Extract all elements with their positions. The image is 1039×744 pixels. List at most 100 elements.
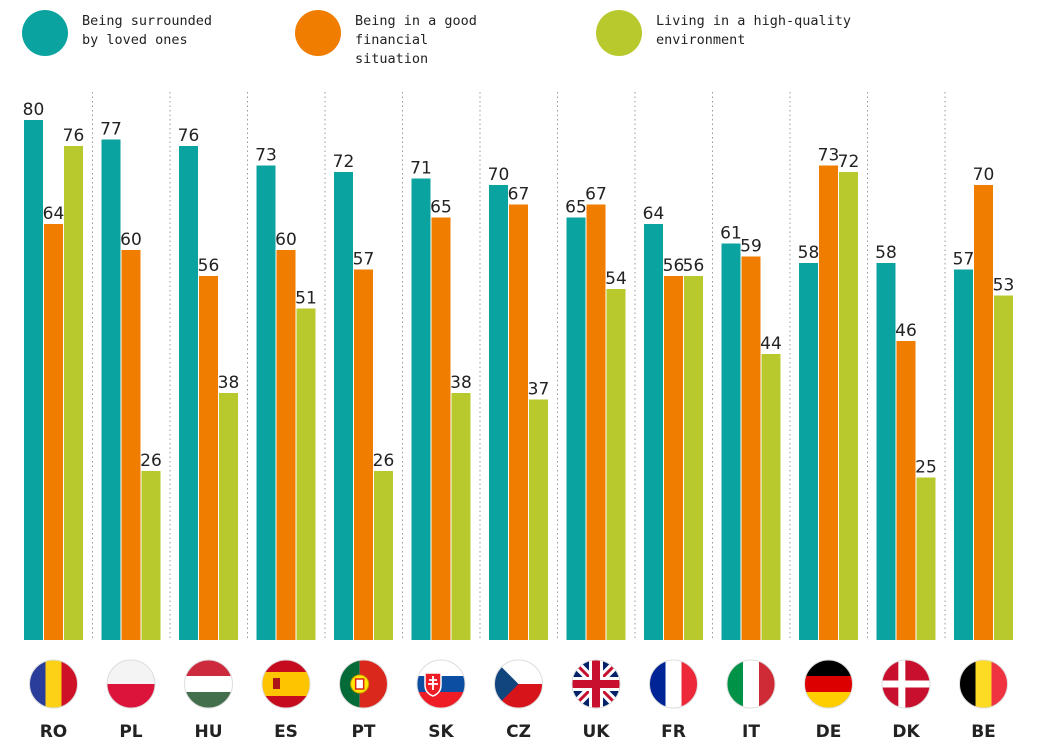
bar: [431, 217, 451, 640]
bar-value-label: 38: [450, 373, 472, 393]
country-label: HU: [194, 722, 222, 742]
bar: [411, 178, 431, 640]
legend-item-loved-ones: Being surrounded by loved ones: [22, 10, 232, 56]
bar-value-label: 37: [528, 380, 550, 400]
bar-value-label: 64: [643, 204, 665, 224]
bar: [334, 172, 353, 640]
country-label: BE: [971, 722, 996, 742]
legend-label-line: financial situation: [355, 32, 429, 67]
bar-value-label: 65: [565, 198, 587, 218]
bar-value-label: 38: [218, 373, 240, 393]
bar-value-label: 57: [353, 250, 375, 270]
country-label: UK: [583, 722, 611, 742]
bar: [721, 243, 741, 640]
bar: [509, 204, 528, 640]
uk-flag-icon: [571, 659, 621, 709]
legend-swatch-green: [596, 10, 642, 56]
bar: [819, 165, 838, 640]
romania-flag-icon: [29, 659, 78, 709]
bar-value-label: 77: [100, 120, 122, 140]
france-flag-icon: [649, 659, 698, 709]
bar: [761, 354, 781, 640]
bar-value-label: 51: [295, 289, 317, 309]
bar: [954, 269, 973, 640]
bar-value-label: 67: [585, 185, 607, 205]
bar: [64, 146, 83, 640]
bar: [644, 224, 663, 640]
legend-label: Being in a good financial situation: [355, 12, 505, 69]
bar-value-label: 76: [63, 126, 85, 146]
legend-item-financial: Being in a good financial situation: [295, 10, 505, 69]
bar-value-label: 72: [838, 152, 860, 172]
spain-flag-icon: [261, 659, 311, 709]
bar: [451, 393, 471, 640]
legend-label: Living in a high-quality environment: [656, 12, 856, 50]
bar-value-label: 56: [198, 256, 220, 276]
country-label: RO: [40, 722, 68, 742]
bar: [101, 139, 121, 640]
country-label: DK: [892, 722, 920, 742]
czechia-flag-icon: [494, 659, 543, 709]
bar-value-label: 72: [333, 152, 355, 172]
bar: [354, 269, 373, 640]
legend-label-line: Living in a high-quality: [656, 13, 852, 29]
bar: [374, 471, 393, 640]
bar: [876, 263, 896, 640]
bar-value-label: 46: [895, 321, 917, 341]
bar: [664, 276, 683, 640]
slovakia-flag-icon: [416, 659, 466, 709]
bar: [179, 146, 198, 640]
bar-value-label: 61: [720, 224, 742, 244]
bar-value-label: 58: [798, 243, 820, 263]
legend-label-line: Being surrounded: [82, 13, 213, 29]
denmark-flag-icon: [881, 659, 931, 709]
bar: [256, 165, 276, 640]
bar-value-label: 65: [430, 198, 452, 218]
bar-value-label: 26: [373, 451, 395, 471]
bar: [684, 276, 703, 640]
country-label: DE: [816, 722, 842, 742]
bar: [529, 399, 548, 640]
bar: [121, 250, 141, 640]
country-label: IT: [742, 722, 760, 742]
bar-value-label: 76: [178, 126, 200, 146]
bar: [916, 477, 936, 640]
bar-value-label: 73: [255, 146, 277, 166]
legend-label-line: Being in a good: [355, 13, 477, 29]
bar: [219, 393, 238, 640]
bar: [741, 256, 761, 640]
belgium-flag-icon: [959, 659, 1008, 709]
country-label: CZ: [506, 722, 531, 742]
bar-value-label: 60: [120, 230, 142, 250]
legend-label-line: environment: [656, 32, 746, 48]
bar-value-label: 54: [605, 269, 627, 289]
bar-value-label: 56: [683, 256, 705, 276]
legend: Being surrounded by loved ones Being in …: [0, 0, 1039, 70]
italy-flag-icon: [726, 659, 776, 709]
bar-value-label: 70: [973, 165, 995, 185]
bar-value-label: 59: [740, 237, 762, 257]
bar-value-label: 56: [663, 256, 685, 276]
country-label: ES: [274, 722, 298, 742]
bar-value-label: 44: [760, 334, 782, 354]
legend-label: Being surrounded by loved ones: [82, 12, 232, 50]
portugal-flag-icon: [339, 659, 388, 709]
germany-flag-icon: [804, 659, 853, 709]
bar-value-label: 58: [875, 243, 897, 263]
country-label: PL: [119, 722, 142, 742]
bar-value-label: 70: [488, 165, 510, 185]
bar-value-label: 57: [953, 250, 975, 270]
bar: [44, 224, 63, 640]
bar: [296, 308, 316, 640]
bar: [24, 120, 43, 640]
bar: [276, 250, 296, 640]
bar-value-label: 67: [508, 185, 530, 205]
bar-value-label: 80: [23, 100, 45, 120]
bar: [199, 276, 218, 640]
bar-value-label: 71: [410, 159, 432, 179]
poland-flag-icon: [106, 659, 156, 709]
bar-value-label: 60: [275, 230, 297, 250]
bar: [896, 341, 916, 640]
bar: [606, 289, 626, 640]
